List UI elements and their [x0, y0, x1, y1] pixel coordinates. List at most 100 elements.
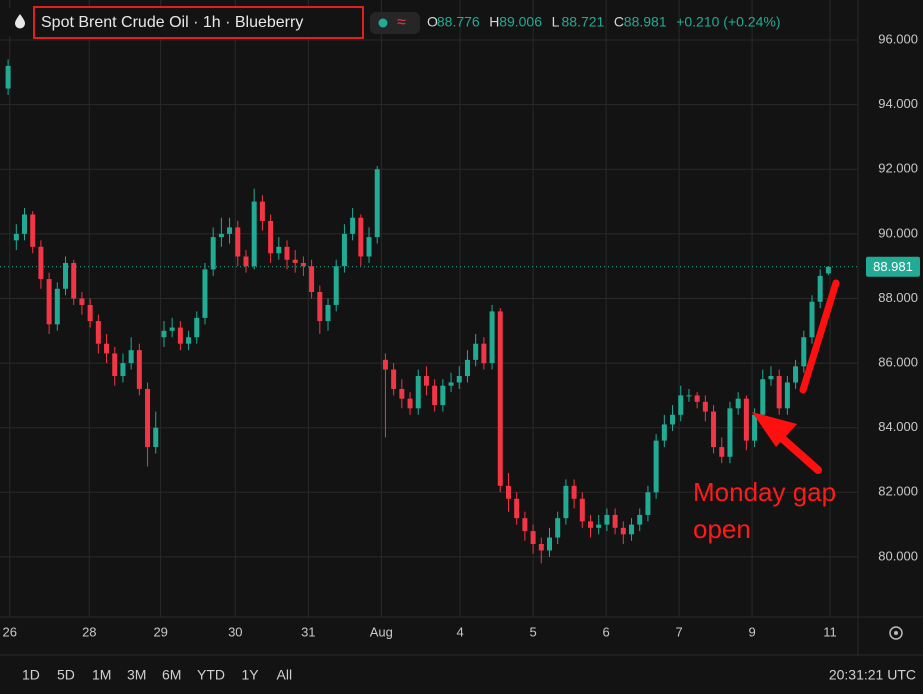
candle-body: [653, 440, 659, 493]
range-button[interactable]: 1Y: [242, 667, 260, 683]
candle-body: [415, 376, 421, 409]
candle-body: [161, 330, 167, 338]
candle-body: [374, 169, 380, 238]
settings-icon-center: [894, 631, 898, 635]
candle-body: [104, 343, 110, 354]
candle-body: [169, 327, 175, 331]
x-tick-label: Aug: [370, 624, 393, 639]
candle-body: [128, 350, 134, 364]
candle-body: [22, 214, 28, 234]
ohlc-value: 88.981: [624, 14, 667, 30]
candle-body: [259, 201, 265, 221]
annotation: Monday gap: [693, 477, 836, 507]
ohlc-key: C: [614, 14, 624, 30]
range-button[interactable]: 3M: [127, 667, 146, 683]
annotation: open: [693, 514, 751, 544]
candle-body: [5, 65, 11, 89]
candle-body: [202, 269, 208, 318]
y-tick-label: 88.000: [878, 290, 918, 305]
x-tick-label: 6: [602, 624, 609, 639]
range-button[interactable]: 1M: [92, 667, 111, 683]
clock: 20:31:21 UTC: [829, 667, 916, 683]
candle-body: [87, 304, 93, 322]
range-button[interactable]: 5D: [57, 667, 75, 683]
range-button[interactable]: All: [277, 667, 293, 683]
candle-body: [30, 214, 36, 247]
candle-body: [95, 321, 101, 344]
ohlc-header: O 88.776 H 89.006 L 88.721 C 88.981 +0.210 (+0.2…: [427, 14, 780, 30]
candle-body: [251, 201, 257, 267]
candle-body: [350, 217, 356, 234]
ohlc-key: L: [552, 14, 560, 30]
settings-icon[interactable]: [889, 626, 903, 640]
candle-body: [768, 376, 774, 380]
candle-body: [46, 279, 52, 325]
ohlc-change: +0.210 (+0.24%): [676, 14, 780, 30]
status-dot: [378, 18, 388, 28]
y-tick-label: 90.000: [878, 225, 918, 240]
candle-body: [612, 514, 618, 528]
indicator-toggle[interactable]: [370, 12, 420, 34]
x-tick-label: 31: [301, 624, 315, 639]
candle-body: [432, 385, 438, 406]
toolbar: 1D 5D 1M 3M 6M YTD 1Y All: [22, 667, 292, 683]
trend-stroke: [799, 279, 840, 394]
ohlc-key: H: [489, 14, 499, 30]
candle-body: [464, 359, 470, 377]
ohlc-key: O: [427, 14, 438, 30]
candle-body: [456, 376, 462, 383]
candle-body: [407, 398, 413, 409]
candle-body: [292, 259, 298, 263]
x-tick-label: 30: [228, 624, 242, 639]
candle-body: [309, 266, 315, 293]
candle-body: [686, 395, 692, 397]
x-tick-label: 4: [456, 624, 463, 639]
candle-body: [440, 385, 446, 406]
range-button[interactable]: 6M: [162, 667, 181, 683]
range-button[interactable]: YTD: [197, 667, 225, 683]
candle-body: [153, 427, 159, 448]
y-tick-label: 80.000: [878, 548, 918, 563]
candle-body: [276, 246, 282, 254]
candle-body: [423, 376, 429, 386]
y-tick-label: 82.000: [878, 484, 918, 499]
symbol-icon: [15, 14, 25, 29]
candle-body: [366, 237, 372, 257]
candle-body: [776, 376, 782, 409]
range-button[interactable]: 1D: [22, 667, 40, 683]
candles: [5, 59, 831, 564]
candle-body: [325, 304, 331, 322]
candle-body: [743, 398, 749, 441]
candle-body: [538, 543, 544, 551]
candle-body: [784, 382, 790, 409]
candle-body: [399, 388, 405, 399]
candle-body: [760, 379, 766, 415]
wave-icon: ≈: [397, 14, 406, 31]
candle-body: [112, 353, 118, 377]
candle-body: [79, 298, 85, 305]
candle-body: [358, 217, 364, 257]
ohlc-value: 88.776: [437, 14, 480, 30]
candle-body: [448, 382, 454, 386]
candle-body: [120, 363, 126, 377]
candle-body: [645, 492, 651, 515]
candle-body: [629, 524, 635, 535]
candle-body: [719, 447, 725, 457]
candle-body: [801, 337, 807, 367]
candle-body: [670, 414, 676, 425]
candle-body: [268, 220, 274, 254]
candle-body: [555, 518, 561, 538]
candle-body: [678, 395, 684, 415]
candle-body: [317, 292, 323, 322]
candle-body: [571, 485, 577, 499]
candle-body: [218, 233, 224, 238]
y-tick-label: 96.000: [878, 31, 918, 46]
x-tick-label: 28: [82, 624, 96, 639]
x-tick-label: 9: [748, 624, 755, 639]
candle-body: [38, 246, 44, 280]
candle-body: [825, 266, 831, 274]
candle-body: [661, 424, 667, 441]
ohlc-value: 88.721: [562, 14, 605, 30]
